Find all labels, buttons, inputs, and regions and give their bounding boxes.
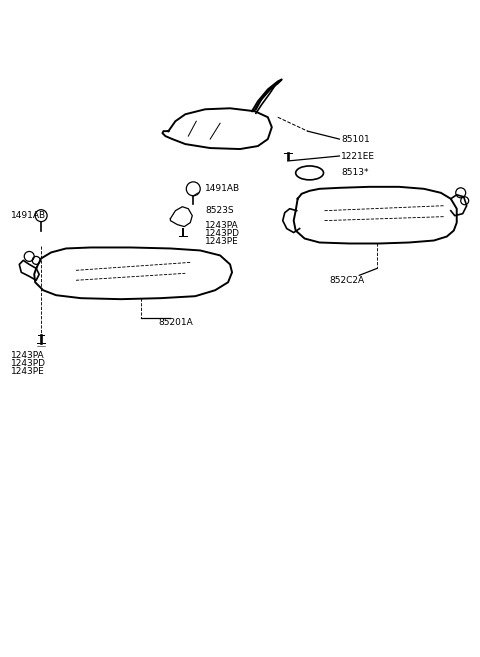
Text: 8513*: 8513* (341, 168, 369, 177)
Text: 852C2A: 852C2A (329, 276, 365, 284)
Text: 1243PA: 1243PA (12, 351, 45, 360)
Text: 1243PD: 1243PD (205, 229, 240, 238)
Text: 1243PE: 1243PE (205, 237, 239, 246)
Text: 1243PE: 1243PE (12, 367, 45, 376)
Text: 1243PA: 1243PA (205, 221, 239, 230)
Text: 85101: 85101 (341, 135, 370, 144)
Text: 1243PD: 1243PD (12, 359, 47, 369)
Text: 1221EE: 1221EE (341, 152, 375, 160)
Text: 85201A: 85201A (158, 317, 193, 327)
Text: 1491AB: 1491AB (205, 185, 240, 193)
Text: 1491AB: 1491AB (12, 211, 47, 220)
Text: 8523S: 8523S (205, 206, 234, 215)
